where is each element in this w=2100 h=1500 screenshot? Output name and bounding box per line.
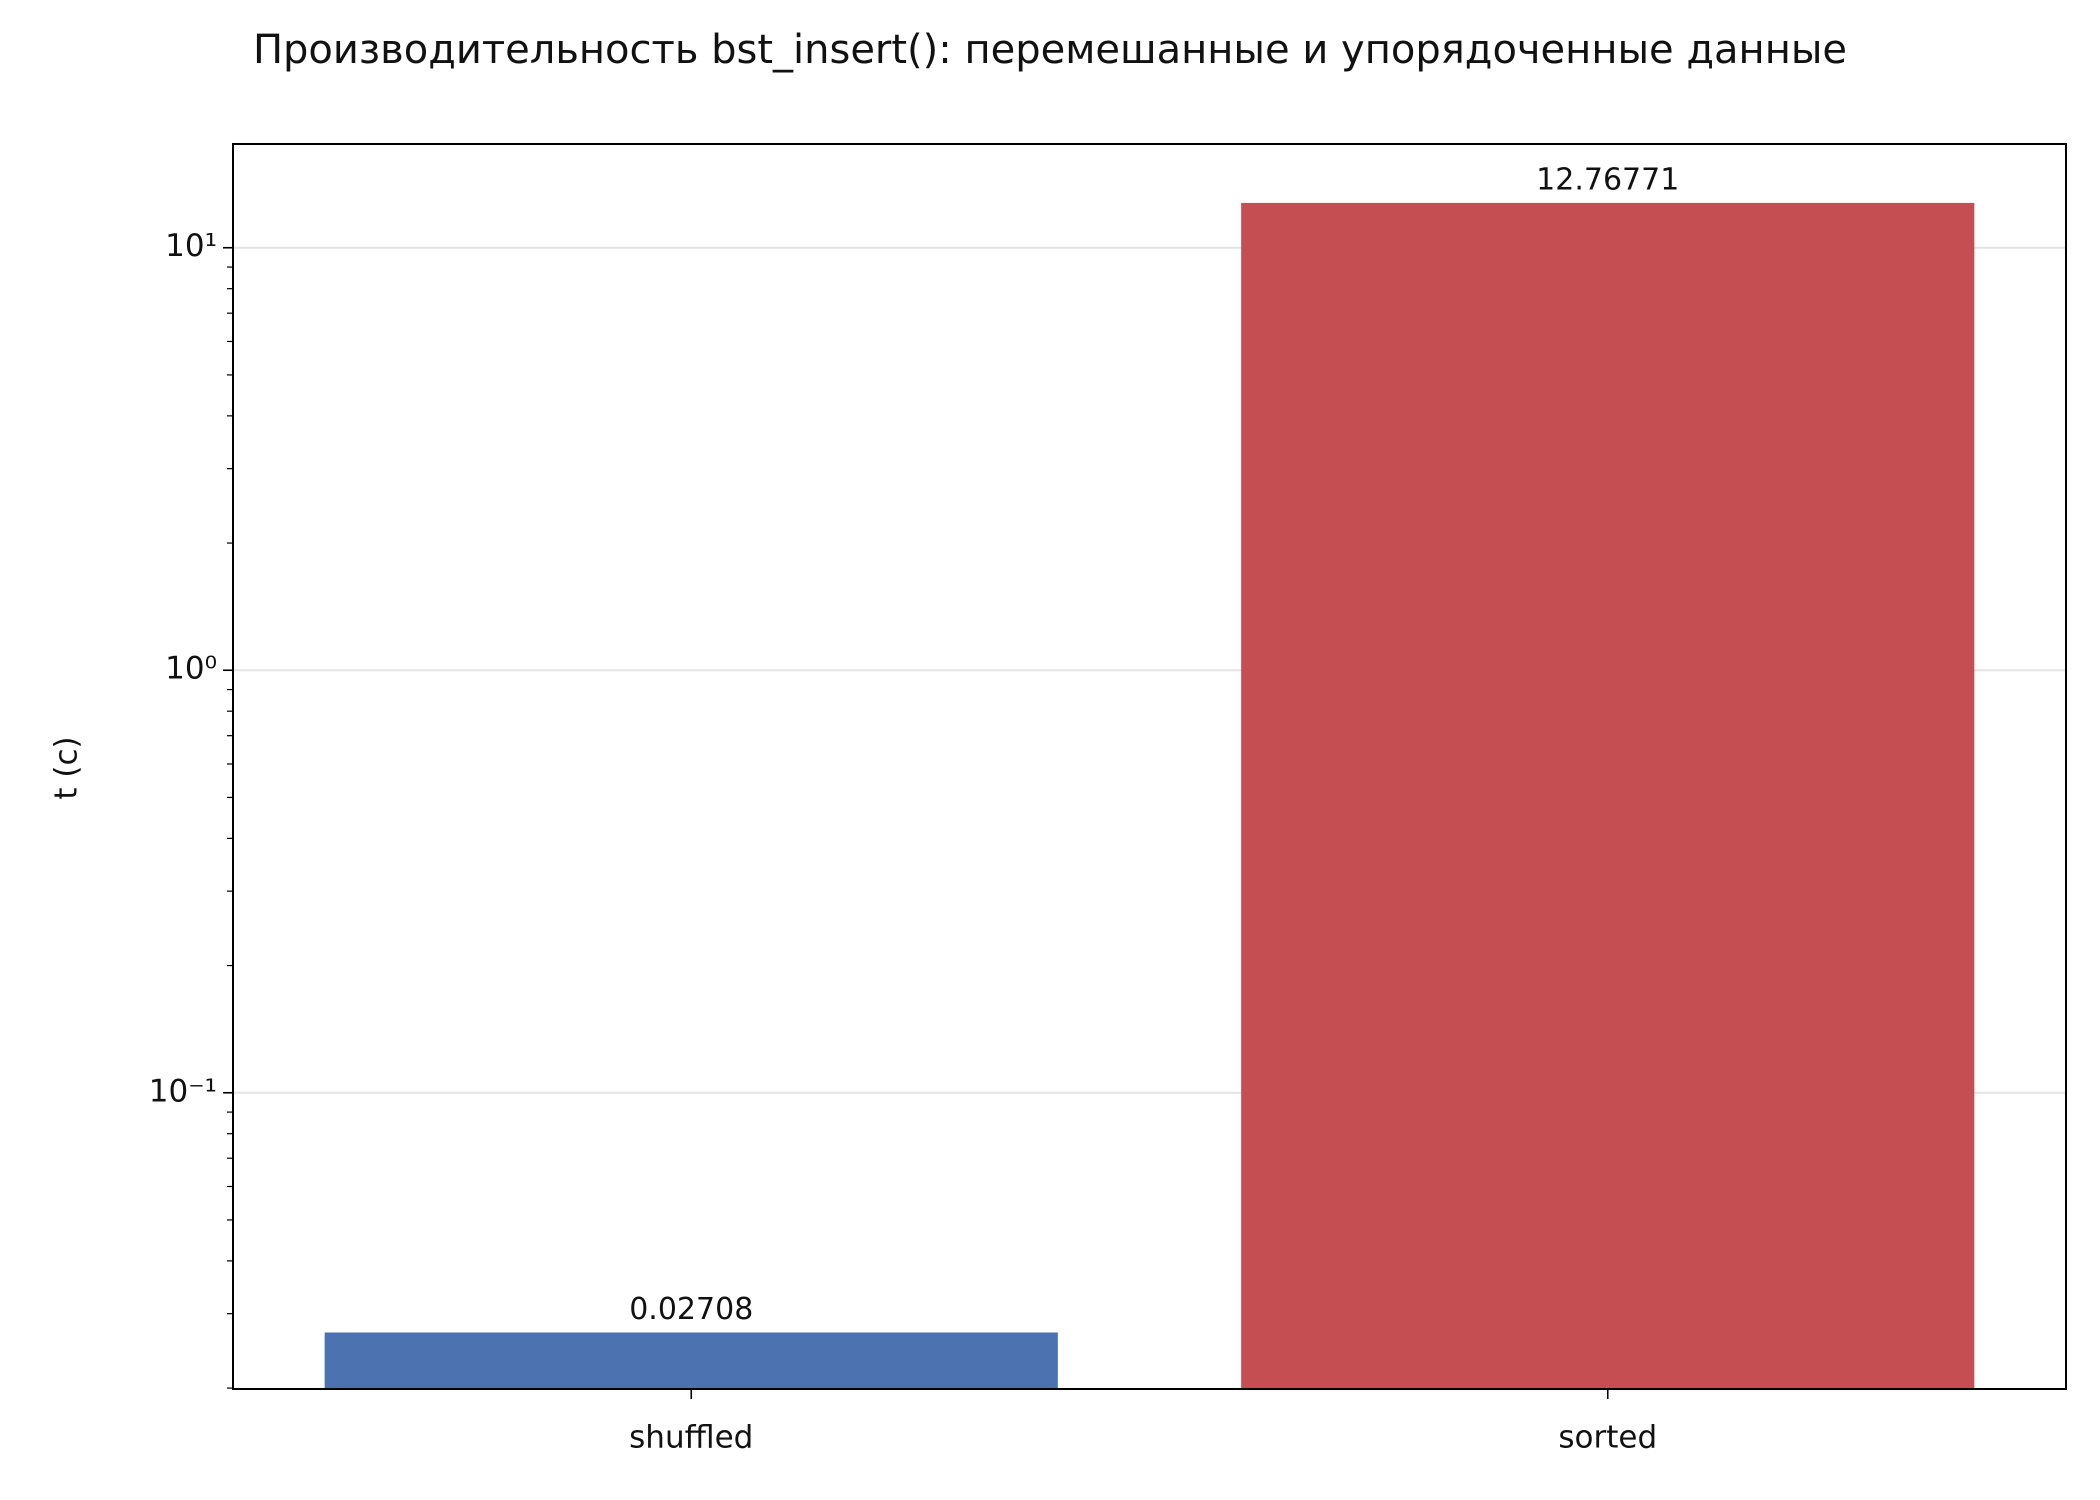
x-tick-label: shuffled bbox=[629, 1420, 753, 1456]
chart-title: Производительность bst_insert(): перемеш… bbox=[253, 27, 1847, 73]
y-tick-label: 10¹ bbox=[165, 228, 217, 264]
plot-frame bbox=[232, 143, 2067, 1390]
data-label: 0.02708 bbox=[629, 1292, 753, 1327]
data-label: 12.76771 bbox=[1536, 162, 1679, 197]
y-tick-label: 10⁻¹ bbox=[149, 1073, 217, 1109]
y-axis-label: t (с) bbox=[49, 736, 85, 799]
y-tick-label: 10⁰ bbox=[165, 651, 217, 687]
x-tick-label: sorted bbox=[1558, 1420, 1657, 1456]
bar bbox=[324, 1332, 1058, 1389]
bar bbox=[1241, 202, 1975, 1389]
